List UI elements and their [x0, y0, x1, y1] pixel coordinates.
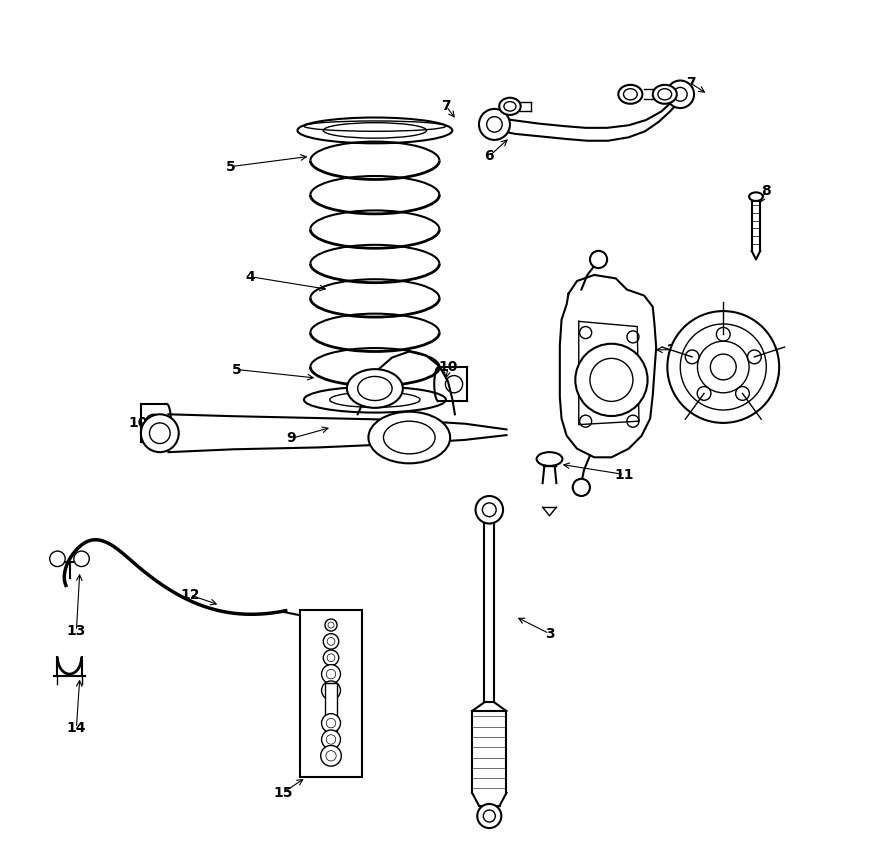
- Circle shape: [323, 650, 339, 665]
- Circle shape: [323, 633, 339, 649]
- Text: 9: 9: [287, 432, 297, 445]
- Circle shape: [667, 80, 694, 108]
- Text: 13: 13: [66, 624, 86, 638]
- Text: 10: 10: [438, 360, 458, 374]
- Ellipse shape: [347, 369, 403, 408]
- Polygon shape: [560, 275, 656, 457]
- Circle shape: [322, 681, 340, 700]
- Text: 15: 15: [273, 786, 293, 800]
- Circle shape: [322, 665, 340, 683]
- Text: 2: 2: [667, 343, 676, 356]
- Text: 5: 5: [227, 160, 237, 173]
- Ellipse shape: [499, 98, 521, 115]
- Text: 6: 6: [485, 149, 494, 163]
- Circle shape: [73, 551, 90, 566]
- Bar: [300, 609, 362, 778]
- Circle shape: [476, 496, 503, 524]
- Circle shape: [479, 109, 510, 140]
- Ellipse shape: [652, 85, 676, 104]
- Circle shape: [322, 730, 340, 749]
- Text: 7: 7: [685, 76, 695, 90]
- Text: 5: 5: [232, 362, 242, 376]
- Text: 1: 1: [770, 364, 780, 378]
- Circle shape: [141, 414, 178, 452]
- Ellipse shape: [618, 85, 642, 104]
- Circle shape: [322, 714, 340, 733]
- Ellipse shape: [304, 121, 446, 131]
- Text: 12: 12: [180, 588, 200, 602]
- Circle shape: [321, 746, 341, 766]
- Text: 14: 14: [66, 721, 86, 735]
- Text: 3: 3: [545, 627, 555, 640]
- Circle shape: [573, 479, 590, 496]
- Circle shape: [575, 343, 648, 416]
- Text: 4: 4: [246, 269, 255, 284]
- Circle shape: [590, 251, 607, 268]
- Circle shape: [325, 619, 337, 631]
- Ellipse shape: [537, 452, 563, 466]
- Circle shape: [49, 551, 65, 566]
- Ellipse shape: [749, 192, 762, 201]
- Text: 11: 11: [615, 468, 634, 482]
- Circle shape: [478, 804, 502, 828]
- Bar: [325, 683, 337, 731]
- Text: 8: 8: [762, 184, 771, 198]
- Text: 10: 10: [129, 416, 148, 430]
- Circle shape: [668, 311, 780, 423]
- Text: 7: 7: [442, 99, 451, 113]
- Ellipse shape: [368, 412, 450, 463]
